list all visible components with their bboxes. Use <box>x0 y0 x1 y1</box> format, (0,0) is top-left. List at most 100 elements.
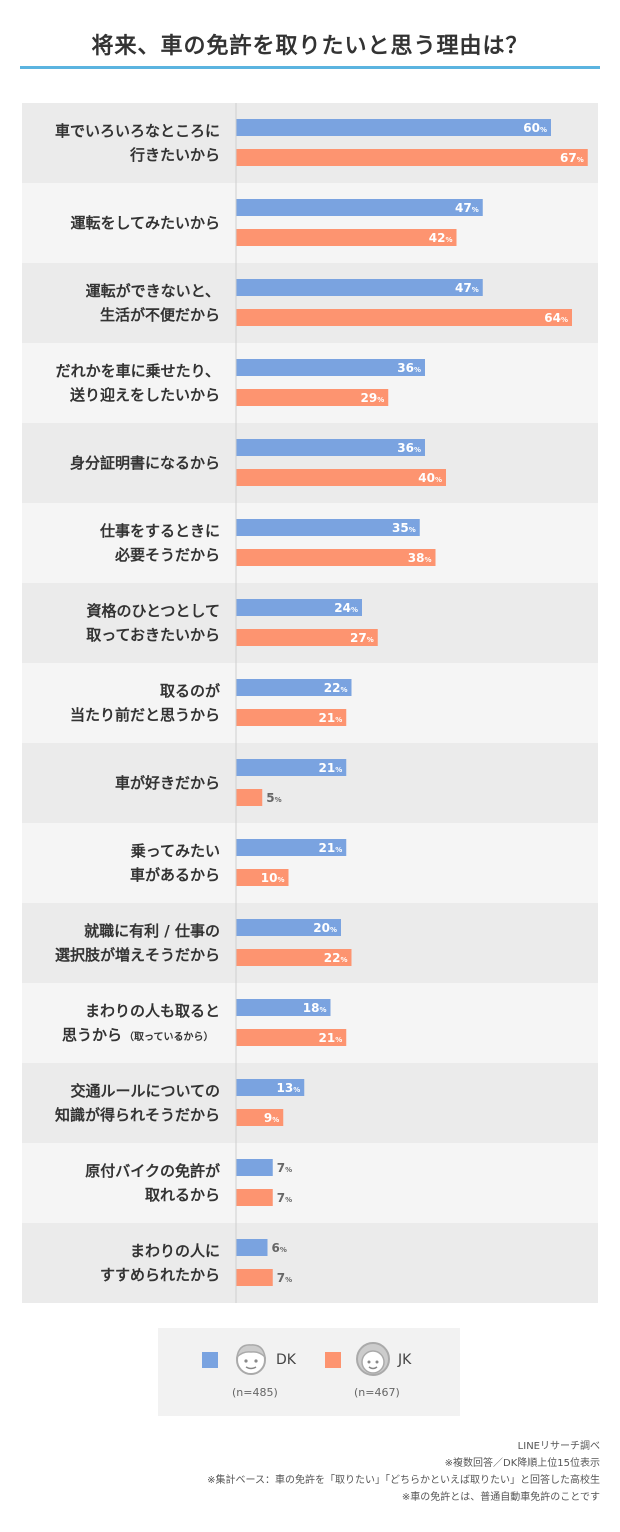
data-label-value: 10 <box>261 871 278 885</box>
bar-dk <box>236 439 425 456</box>
data-label-unit: % <box>424 556 431 564</box>
bar-jk <box>236 1189 273 1206</box>
data-label-value: 22 <box>324 681 341 695</box>
boy-face-icon <box>235 1344 267 1375</box>
category-label-line: 思うから <box>62 1026 122 1044</box>
source-note: LINEリサーチ調べ <box>517 1441 600 1452</box>
data-label-value: 38 <box>408 551 425 565</box>
category-label-line: （取っているから） <box>124 1030 214 1043</box>
data-label-jk: 5% <box>266 791 281 805</box>
data-label-dk: 36% <box>397 361 421 375</box>
category-label: 交通ルールについての知識が得られそうだから <box>55 1082 220 1124</box>
category-label-line: 仕事をするときに <box>99 522 220 540</box>
category-label: 取るのが当たり前だと思うから <box>70 682 221 724</box>
data-label-unit: % <box>335 766 342 774</box>
data-label-value: 20 <box>313 921 330 935</box>
data-label-unit: % <box>285 1166 292 1174</box>
bar-dk <box>236 999 331 1016</box>
data-label-unit: % <box>285 1196 292 1204</box>
data-label-dk: 20% <box>313 921 337 935</box>
data-label-value: 9 <box>264 1111 272 1125</box>
category-label-line: 選択肢が増えそうだから <box>55 946 220 964</box>
bar-jk <box>236 149 588 166</box>
data-label-value: 7 <box>277 1191 285 1205</box>
row-background <box>22 1223 598 1303</box>
data-label-unit: % <box>561 316 568 324</box>
data-label-unit: % <box>445 236 452 244</box>
category-label-line: 取れるから <box>145 1186 220 1204</box>
data-label-unit: % <box>340 686 347 694</box>
data-label-dk: 36% <box>397 441 421 455</box>
category-label-line: 運転ができないと、 <box>86 282 220 300</box>
legend-label-jk: JK <box>398 1352 412 1368</box>
data-label-value: 22 <box>324 951 341 965</box>
data-label-value: 60 <box>523 121 540 135</box>
data-label-value: 35 <box>392 521 409 535</box>
category-label-line: 知識が得られそうだから <box>55 1106 220 1124</box>
legend-label-dk: DK <box>276 1352 296 1368</box>
category-label-line: 交通ルールについての <box>70 1082 220 1100</box>
data-label-dk: 7% <box>277 1161 292 1175</box>
data-label-dk: 47% <box>455 201 479 215</box>
row-background <box>22 503 598 583</box>
data-label-unit: % <box>472 286 479 294</box>
category-label: 運転をしてみたいから <box>70 214 220 232</box>
bar-chart: 車でいろいろなところに行きたいから 60% 67% 運転をしてみたいから 47% 42% 運… <box>22 103 598 1303</box>
category-label-line: すすめられたから <box>100 1266 220 1284</box>
data-label-jk: 7% <box>277 1191 292 1205</box>
data-label-value: 42 <box>429 231 446 245</box>
data-label-dk: 60% <box>523 121 547 135</box>
row-background <box>22 263 598 343</box>
bar-dk <box>236 839 347 856</box>
data-label-unit: % <box>293 1086 300 1094</box>
data-label-dk: 35% <box>392 521 416 535</box>
data-label-jk: 10% <box>261 871 285 885</box>
data-label-unit: % <box>435 476 442 484</box>
data-label-jk: 21% <box>319 711 343 725</box>
category-label: 車でいろいろなところに行きたいから <box>55 122 220 164</box>
category-label: まわりの人も取ると思うから （取っているから） <box>62 1002 220 1044</box>
row-background <box>22 1143 598 1223</box>
row-background <box>22 663 598 743</box>
data-label-unit: % <box>285 1276 292 1284</box>
data-label-unit: % <box>367 636 374 644</box>
category-label-line: 原付バイクの免許が <box>85 1162 221 1180</box>
data-label-unit: % <box>330 926 337 934</box>
category-label: 資格のひとつとして取っておきたいから <box>86 602 220 644</box>
data-label-jk: 29% <box>361 391 385 405</box>
data-label-value: 64 <box>544 311 561 325</box>
data-label-dk: 6% <box>272 1241 287 1255</box>
category-label: 原付バイクの免許が取れるから <box>85 1162 221 1204</box>
legend-swatch-jk <box>325 1352 341 1368</box>
data-label-unit: % <box>377 396 384 404</box>
bar-jk <box>236 1269 273 1286</box>
row-background <box>22 583 598 663</box>
data-label-jk: 67% <box>560 151 584 165</box>
data-label-unit: % <box>277 876 284 884</box>
data-label-jk: 38% <box>408 551 432 565</box>
legend: DK (n=485) JK (n=467) <box>158 1328 460 1416</box>
data-label-value: 13 <box>277 1081 294 1095</box>
category-label-line: まわりの人に <box>130 1242 220 1260</box>
bar-jk <box>236 629 378 646</box>
bar-jk <box>236 1029 347 1046</box>
category-label: 就職に有利 / 仕事の選択肢が増えそうだから <box>55 922 220 964</box>
data-label-unit: % <box>335 1036 342 1044</box>
bar-jk <box>236 229 457 246</box>
category-label-line: だれかを車に乗せたり、 <box>56 362 220 380</box>
category-label-line: まわりの人も取ると <box>85 1002 220 1020</box>
data-label-unit: % <box>351 606 358 614</box>
bar-dk <box>236 519 420 536</box>
bar-jk <box>236 549 436 566</box>
data-label-value: 21 <box>319 711 336 725</box>
data-label-unit: % <box>319 1006 326 1014</box>
bar-dk <box>236 279 483 296</box>
legend-n-jk: (n=467) <box>354 1386 400 1399</box>
legend-n-dk: (n=485) <box>232 1386 278 1399</box>
row-background <box>22 983 598 1063</box>
bar-dk <box>236 1239 268 1256</box>
bar-dk <box>236 599 362 616</box>
row-background <box>22 103 598 183</box>
data-label-jk: 27% <box>350 631 374 645</box>
category-label-line: 送り迎えをしたいから <box>69 386 220 404</box>
